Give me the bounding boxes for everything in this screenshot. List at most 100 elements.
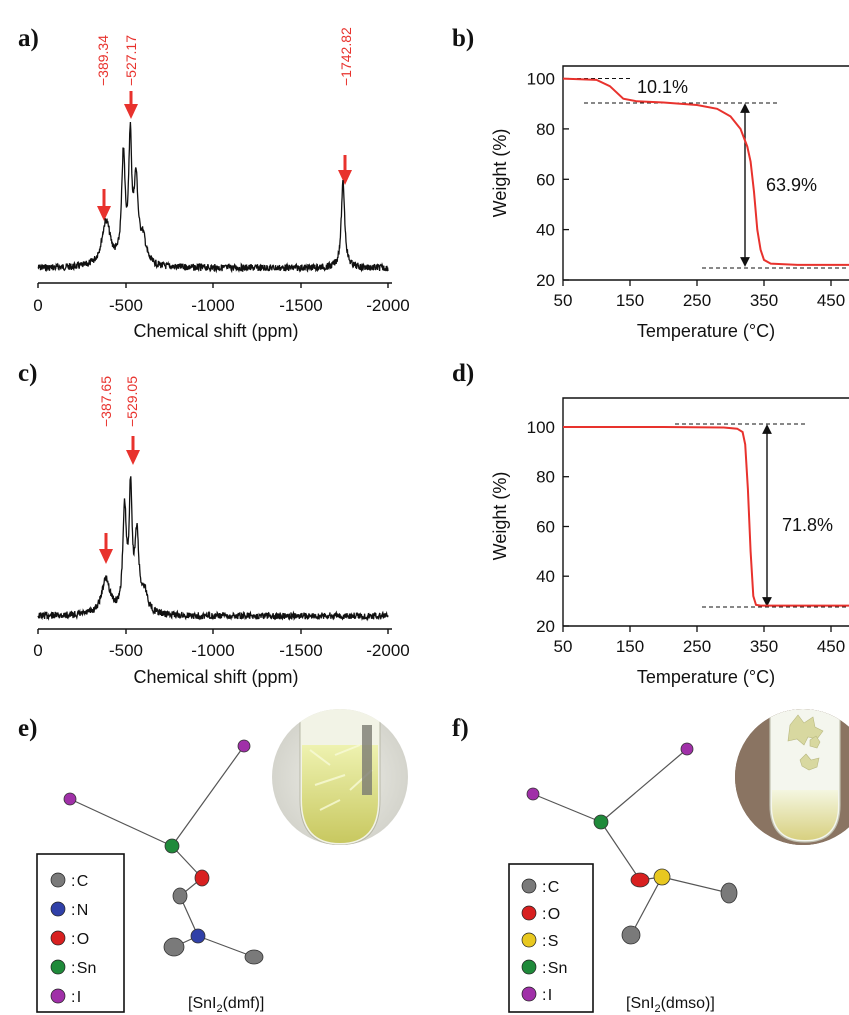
peak-arrow-1742 [338, 155, 352, 185]
panel-e-label: e) [18, 715, 37, 742]
panel-b-y-axis-title: Weight (%) [490, 129, 510, 218]
peak-label-389: −389.34 [95, 35, 111, 86]
tick-label: 450 [817, 637, 845, 656]
panel-a-label: a) [18, 25, 39, 52]
panel-a-nmr-chart: a) −389.34 −527.17 −1742.82 0 -500 -1000… [18, 25, 410, 341]
panel-b-weight-curve [562, 77, 849, 266]
legend-text: : O [542, 906, 560, 923]
tick-label: -2000 [366, 641, 409, 660]
panel-c-peak-labels: −387.65 −529.05 [98, 376, 140, 427]
carbon-atom [244, 949, 264, 965]
tick-label: 60 [536, 518, 555, 537]
oxygen-atom [630, 872, 650, 888]
legend-symbol: I [548, 987, 552, 1004]
panel-d-y-axis-title: Weight (%) [490, 472, 510, 561]
legend-item: : C [521, 878, 560, 896]
tin-atom [164, 838, 180, 854]
panel-d-x-axis-title: Temperature (°C) [637, 667, 775, 687]
tick-label: -1500 [279, 641, 322, 660]
legend-text: : I [71, 989, 81, 1006]
tick-label: 150 [616, 291, 644, 310]
tick-label: 50 [554, 637, 573, 656]
panel-e-formula: [SnI2(dmf)] [188, 995, 264, 1015]
legend-item: : C [50, 872, 88, 890]
panel-a-peak-arrows [97, 91, 352, 221]
legend-item: : O [50, 930, 89, 948]
panel-e-legend: : C : N : O : Sn : I [36, 853, 125, 1013]
panel-d-tga-chart: d) 20 40 60 80 100 50 150 250 350 450 [452, 360, 849, 687]
tick-label: 50 [554, 291, 573, 310]
panel-f-formula: [SnI2(dmso)] [626, 995, 715, 1015]
panel-c-spectrum-line [37, 476, 389, 622]
legend-symbol: S [548, 933, 559, 950]
panel-a-spectrum-line [37, 121, 389, 274]
legend-item: : O [521, 905, 560, 923]
panel-d-frame [562, 397, 849, 626]
panel-f-atoms [526, 742, 738, 945]
tick-label: -500 [109, 641, 143, 660]
legend-text: : Sn [71, 960, 96, 977]
panel-b-x-axis-title: Temperature (°C) [637, 321, 775, 341]
legend-symbol: C [548, 879, 560, 896]
panel-f-bonds [532, 748, 730, 936]
legend-text: : C [71, 873, 88, 890]
tick-label: -2000 [366, 296, 409, 315]
tick-label: 350 [750, 291, 778, 310]
carbon-atom [621, 925, 641, 945]
tick-label: 250 [683, 637, 711, 656]
tick-label: -500 [109, 296, 143, 315]
panel-b-y-ticks: 20 40 60 80 100 [527, 70, 569, 290]
legend-text: : O [71, 931, 89, 948]
legend-item: : I [50, 988, 81, 1006]
tick-label: 100 [527, 70, 555, 89]
panel-c-x-axis-title: Chemical shift (ppm) [133, 667, 298, 687]
tick-label: -1000 [191, 296, 234, 315]
panel-d-y-ticks: 20 40 60 80 100 [527, 418, 569, 636]
legend-item: : S [521, 932, 559, 950]
panel-b-label: b) [452, 25, 474, 52]
panel-e-atoms [63, 739, 264, 965]
legend-symbol: I [77, 989, 81, 1006]
legend-symbol: Sn [548, 960, 568, 977]
peak-label-1742: −1742.82 [338, 27, 354, 86]
panel-d-annotation-71: 71.8% [782, 515, 833, 535]
tick-label: 100 [527, 418, 555, 437]
panel-f-legend: : C : O : S : Sn : I [508, 863, 594, 1013]
tick-label: 80 [536, 120, 555, 139]
peak-arrow-527 [124, 91, 138, 119]
tick-label: 450 [817, 291, 845, 310]
legend-symbol: C [77, 873, 89, 890]
carbon-atom [163, 937, 185, 957]
panel-f-crystal-structure: f) : C : O : S : Sn : I [452, 709, 849, 1015]
tick-label: 150 [616, 637, 644, 656]
legend-symbol: O [548, 906, 560, 923]
panel-d-guides [675, 423, 849, 608]
tick-label: 250 [683, 291, 711, 310]
tick-label: 80 [536, 468, 555, 487]
crystal-cluster [787, 714, 824, 771]
legend-item: : Sn [50, 959, 96, 977]
panel-b-tga-chart: b) 20 40 60 80 100 50 150 250 350 450 [452, 25, 849, 341]
panel-d-weight-curve [563, 426, 849, 607]
legend-item: : I [521, 986, 552, 1004]
panel-e-crystal-structure: e) : C : N : O : Sn : I [18, 709, 408, 1015]
tick-label: -1000 [191, 641, 234, 660]
iodine-atom [526, 787, 540, 801]
legend-symbol: Sn [77, 960, 97, 977]
tick-label: 350 [750, 637, 778, 656]
panel-e-vial-photo [272, 709, 408, 845]
tick-label: -1500 [279, 296, 322, 315]
legend-item: : Sn [521, 959, 567, 977]
panel-c-peak-arrows [99, 436, 140, 564]
legend-text: : I [542, 987, 552, 1004]
tick-label: 60 [536, 170, 555, 189]
peak-label-527: −527.17 [123, 35, 139, 86]
panel-d-label: d) [452, 360, 474, 387]
oxygen-atom [194, 869, 210, 887]
panel-b-annotation-63: 63.9% [766, 175, 817, 195]
panel-a-x-axis-title: Chemical shift (ppm) [133, 321, 298, 341]
legend-text: : Sn [542, 960, 567, 977]
panel-f-vial-photo [735, 709, 849, 845]
tick-label: 0 [33, 641, 42, 660]
iodine-atom [680, 742, 694, 756]
